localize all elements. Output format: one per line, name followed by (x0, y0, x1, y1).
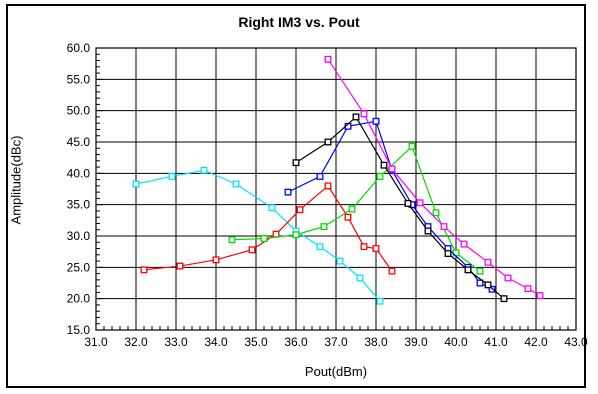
x-tick-label: 35.0 (244, 335, 268, 349)
x-tick-label: 41.0 (484, 335, 508, 349)
series-point (284, 188, 292, 196)
series-point (424, 227, 432, 235)
series-point (484, 258, 492, 266)
x-tick-label: 43.0 (564, 335, 588, 349)
x-tick-label: 36.0 (284, 335, 308, 349)
series-point (360, 110, 368, 118)
series-point (372, 117, 380, 125)
series-point (292, 159, 300, 167)
series-point (464, 266, 472, 274)
series-point (320, 223, 328, 231)
series-point (432, 209, 440, 217)
series-point (360, 243, 368, 251)
x-tick-label: 32.0 (124, 335, 148, 349)
series-point (388, 267, 396, 275)
series-point (488, 285, 496, 293)
series-point (200, 166, 208, 174)
y-tick-label: 55.0 (67, 72, 91, 86)
series-point (248, 246, 256, 254)
series-point (416, 199, 424, 207)
series-point (348, 205, 356, 213)
series-point (228, 236, 236, 244)
series-point (324, 182, 332, 190)
series-point (296, 206, 304, 214)
series-point (268, 204, 276, 212)
series-point (484, 281, 492, 289)
y-tick-label: 20.0 (67, 292, 91, 306)
series-point (504, 274, 512, 282)
series-point (476, 267, 484, 275)
y-tick-label: 15.0 (67, 323, 91, 337)
x-tick-label: 31.0 (84, 335, 108, 349)
x-axis-label: Pout(dBm) (304, 364, 368, 379)
series-point (500, 295, 508, 303)
series-point (372, 245, 380, 252)
series-line (295, 115, 505, 300)
series-point (316, 243, 324, 251)
series-point (476, 279, 484, 287)
x-tick-label: 42.0 (524, 335, 548, 349)
y-tick-label: 45.0 (67, 135, 91, 149)
series-point (176, 262, 184, 270)
y-tick-label: 30.0 (67, 229, 91, 243)
series-point (352, 113, 360, 121)
series-point (356, 274, 364, 282)
x-tick-label: 33.0 (164, 335, 188, 349)
series-point (272, 230, 280, 238)
x-tick-label: 38.0 (364, 335, 388, 349)
series-point (260, 235, 268, 242)
chart-title: Right IM3 vs. Pout (238, 14, 360, 30)
series-point (316, 173, 324, 180)
series-point (376, 297, 384, 305)
series-point (440, 223, 448, 231)
series-point (168, 173, 176, 180)
series-point (132, 180, 140, 188)
series-point (376, 173, 384, 180)
x-tick-label: 39.0 (404, 335, 428, 349)
x-tick-label: 40.0 (444, 335, 468, 349)
series-point (380, 161, 388, 169)
series-point (536, 292, 544, 299)
series-point (324, 55, 332, 63)
series-point (408, 142, 416, 150)
series-point (388, 165, 396, 173)
y-tick-label: 60.0 (67, 41, 91, 55)
series-point (140, 266, 148, 274)
y-tick-label: 25.0 (67, 260, 91, 274)
series-line (135, 169, 381, 302)
series-point (444, 250, 452, 257)
series-point (344, 213, 352, 221)
y-tick-label: 40.0 (67, 166, 91, 180)
series-point (324, 138, 332, 146)
x-tick-label: 34.0 (204, 335, 228, 349)
series-line (327, 58, 541, 297)
y-tick-label: 50.0 (67, 104, 91, 118)
series-point (232, 180, 240, 188)
series-point (292, 231, 300, 239)
series-line (231, 145, 481, 272)
x-tick-label: 37.0 (324, 335, 348, 349)
series-point (212, 256, 220, 264)
series-point (524, 285, 532, 293)
y-tick-label: 35.0 (67, 198, 91, 212)
series-point (460, 240, 468, 248)
series-point (404, 199, 412, 207)
series-point (336, 257, 344, 265)
